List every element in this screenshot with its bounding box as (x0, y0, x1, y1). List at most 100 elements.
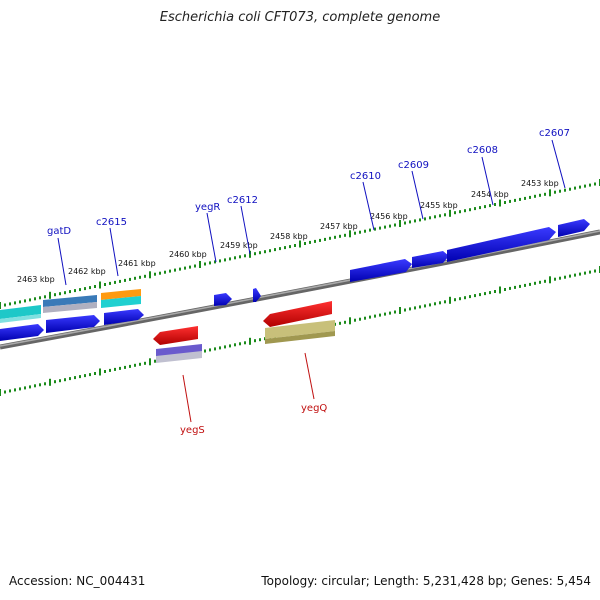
minor-tick (229, 257, 231, 261)
minor-tick (264, 250, 266, 254)
minor-tick (339, 234, 341, 238)
minor-tick (64, 291, 66, 295)
minor-tick (209, 261, 211, 265)
minor-tick (289, 245, 291, 249)
minor-tick (584, 271, 586, 275)
minor-tick (489, 291, 491, 295)
minor-tick (519, 197, 521, 201)
minor-tick (459, 210, 461, 214)
minor-tick (464, 296, 466, 300)
major-tick (349, 317, 351, 325)
minor-tick (134, 276, 136, 280)
minor-tick (369, 228, 371, 232)
minor-tick (504, 288, 506, 291)
minor-tick (574, 273, 576, 277)
minor-tick (354, 231, 356, 235)
minor-tick (159, 271, 161, 275)
minor-tick (344, 233, 346, 237)
major-tick (399, 220, 401, 227)
minor-tick (19, 300, 21, 304)
minor-tick (144, 274, 146, 278)
minor-tick (594, 269, 596, 273)
minor-tick (474, 294, 476, 298)
minor-tick (304, 242, 306, 245)
minor-tick (439, 214, 441, 218)
minor-tick (494, 203, 496, 206)
minor-tick (344, 320, 346, 324)
scale-label: 2453 kbp (521, 179, 559, 188)
minor-tick (89, 373, 91, 377)
minor-tick (74, 289, 76, 293)
major-tick (149, 358, 151, 366)
minor-tick (564, 275, 566, 279)
minor-tick (374, 227, 376, 231)
minor-tick (569, 274, 571, 278)
minor-tick (119, 279, 121, 283)
minor-tick (214, 260, 216, 264)
minor-tick (164, 270, 166, 274)
minor-tick (424, 217, 426, 221)
major-tick (99, 368, 101, 376)
minor-tick (429, 303, 431, 307)
minor-tick (84, 374, 86, 378)
gene-arrow (263, 301, 332, 327)
minor-tick (459, 297, 461, 301)
minor-tick (19, 387, 21, 391)
minor-tick (514, 198, 516, 202)
feature-block (43, 302, 97, 313)
minor-tick (544, 279, 546, 283)
major-tick (549, 276, 551, 284)
minor-tick (139, 362, 141, 366)
minor-tick (389, 224, 391, 228)
gene-label: c2607 (539, 128, 570, 139)
minor-tick (29, 298, 31, 302)
minor-tick (559, 276, 561, 280)
minor-tick (354, 318, 356, 322)
map-title: Escherichia coli CFT073, complete genome (159, 10, 441, 25)
minor-tick (369, 315, 371, 319)
major-tick (449, 296, 451, 304)
minor-tick (414, 219, 416, 223)
gene-labels-bottom: yegS yegQ (180, 403, 327, 436)
upper-scale-track (0, 179, 600, 309)
gene-arrow (253, 288, 261, 302)
gene-label: c2609 (398, 160, 429, 171)
minor-tick (409, 220, 411, 224)
minor-tick (174, 268, 176, 272)
minor-tick (184, 266, 186, 270)
minor-tick (454, 298, 456, 302)
major-tick (0, 302, 1, 309)
minor-tick (419, 218, 421, 222)
minor-tick (384, 312, 386, 316)
scale-label: 2462 kbp (68, 267, 106, 276)
minor-tick (404, 308, 406, 312)
minor-tick (214, 347, 216, 351)
minor-tick (224, 258, 226, 262)
minor-tick (139, 275, 141, 279)
minor-tick (4, 303, 6, 307)
minor-tick (334, 235, 336, 239)
minor-tick (189, 265, 191, 269)
minor-tick (534, 194, 536, 198)
minor-tick (509, 286, 511, 290)
minor-tick (454, 211, 456, 215)
minor-tick (579, 272, 581, 276)
minor-tick (554, 277, 556, 281)
minor-tick (194, 264, 196, 268)
minor-tick (64, 378, 66, 382)
minor-tick (384, 225, 386, 229)
minor-tick (274, 248, 276, 252)
minor-tick (59, 379, 61, 383)
minor-tick (29, 385, 31, 389)
major-tick (349, 230, 351, 238)
minor-tick (319, 238, 321, 242)
minor-tick (294, 244, 296, 247)
minor-tick (234, 256, 236, 260)
minor-tick (114, 280, 116, 284)
minor-tick (59, 292, 61, 296)
minor-tick (144, 361, 146, 365)
gene-label: yegR (195, 202, 220, 213)
minor-tick (324, 237, 326, 241)
minor-tick (474, 207, 476, 211)
